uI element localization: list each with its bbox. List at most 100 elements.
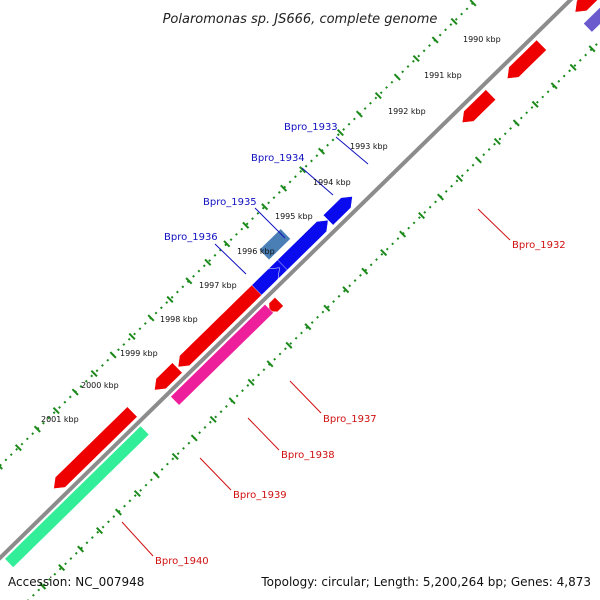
inner-scale-dot <box>262 368 266 372</box>
outer-scale-dot <box>165 301 169 304</box>
outer-scale-dot <box>106 358 110 362</box>
outer-scale-dot <box>428 44 431 47</box>
inner-scale-dot <box>294 336 298 340</box>
inner-scale-tick <box>171 452 179 460</box>
inner-scale-dot <box>203 426 207 429</box>
inner-scale-tick <box>266 360 274 368</box>
inner-scale-dot <box>503 132 507 136</box>
outer-scale-tick <box>147 314 155 322</box>
inner-scale-tick <box>58 564 66 572</box>
inner-scale-dot <box>90 536 94 539</box>
inner-scale-dot <box>219 410 223 414</box>
kbp-scale-labels: 1990 kbp 1991 kbp 1992 kbp 1993 kbp 1994 kbp… <box>41 35 501 424</box>
inner-scale-dot <box>139 488 143 492</box>
inner-scale-dot <box>434 200 437 204</box>
outer-scale-tick <box>317 147 326 155</box>
backbone-line <box>0 0 574 561</box>
inner-scale-dot <box>509 127 512 130</box>
gene-bpro-1937 <box>268 297 284 313</box>
outer-scale-dot <box>25 437 29 441</box>
inner-scale-dot <box>557 79 561 83</box>
outer-scale-tick <box>450 17 458 25</box>
outer-scale-tick <box>336 129 344 137</box>
outer-scale-dot <box>79 385 83 388</box>
inner-scale-dot <box>353 279 357 282</box>
inner-scale-dot <box>112 515 116 518</box>
outer-scale-dot <box>52 411 56 415</box>
outer-scale-dot <box>90 374 94 378</box>
gene-label-bpro-1933: Bpro_1933 <box>284 122 338 133</box>
outer-scale-dot <box>267 201 271 205</box>
kbp-label: 1999 kbp <box>120 349 158 358</box>
gene-bpro-1940 <box>4 425 150 568</box>
gene-label-bpro-1939: Bpro_1939 <box>233 490 287 501</box>
outer-scale-dot <box>299 170 303 173</box>
outer-scale-dot <box>127 337 131 341</box>
kbp-label: 1998 kbp <box>160 315 198 324</box>
inner-scale-tick <box>569 63 577 71</box>
inner-scale-tick <box>436 193 445 201</box>
inner-scale-dot <box>241 389 244 393</box>
inner-scale-tick <box>474 156 482 164</box>
inner-scale-tick <box>323 304 331 312</box>
inner-scale-dot <box>246 384 250 387</box>
inner-scale-dot <box>337 294 341 298</box>
inner-scale-dot <box>342 289 346 293</box>
inner-scale-dot <box>380 252 384 256</box>
inner-scale-tick <box>380 249 388 257</box>
outer-scale-dot <box>310 159 313 163</box>
outer-scale-dot <box>283 185 287 189</box>
outer-scale-dot <box>9 453 13 457</box>
outer-scale-dot <box>197 269 201 273</box>
inner-scale-tick <box>455 174 463 183</box>
gene-label-bpro-1940: Bpro_1940 <box>155 556 209 567</box>
outer-scale-dot <box>304 164 308 168</box>
outer-scale-dot <box>176 290 179 294</box>
inner-scale-dot <box>396 237 400 241</box>
inner-scale-dot <box>171 457 175 461</box>
gene-label-bpro-1932: Bpro_1932 <box>512 240 566 251</box>
kbp-label: 1994 kbp <box>313 178 351 187</box>
inner-scale-dot <box>31 593 35 597</box>
outer-scale-dot <box>240 227 244 231</box>
outer-scale-tick <box>128 332 136 341</box>
outer-scale-tick <box>261 203 269 211</box>
inner-scale-dot <box>466 169 470 172</box>
leader-line <box>477 208 511 241</box>
inner-scale-dot <box>546 90 550 94</box>
outer-scale-dot <box>251 217 254 221</box>
inner-scale-tick <box>133 489 141 498</box>
inner-scale-dot <box>310 321 314 324</box>
gene-bpro-1939 <box>53 406 138 489</box>
inner-scale-tick <box>285 341 293 349</box>
kbp-label: 1996 kbp <box>237 247 275 256</box>
inner-scale-dot <box>450 184 454 188</box>
inner-scale-dot <box>251 378 255 382</box>
inner-scale-tick <box>550 82 558 90</box>
outer-scale-dot <box>122 343 126 346</box>
outer-scale-tick <box>469 0 477 7</box>
leader-line <box>247 417 280 451</box>
inner-scale-dot <box>525 111 529 115</box>
outer-scale-dot <box>63 400 67 404</box>
inner-scale-dot <box>48 578 51 581</box>
outer-scale-dot <box>293 175 297 179</box>
inner-scale-dot <box>58 567 62 571</box>
kbp-label: 2001 kbp <box>41 415 79 424</box>
leader-line <box>199 457 232 491</box>
gene-label-bpro-1936: Bpro_1936 <box>164 232 218 243</box>
outer-scale-tick <box>223 240 231 248</box>
inner-scale-tick <box>418 211 426 220</box>
accession-text: Accession: NC_007948 <box>8 575 144 589</box>
outer-scale-tick <box>52 407 60 415</box>
outer-scale-tick <box>109 351 117 359</box>
inner-scale-tick <box>247 378 255 386</box>
outer-scale-dot <box>95 369 99 373</box>
kbp-label: 1995 kbp <box>275 212 313 221</box>
outer-scale-dot <box>133 332 136 336</box>
gene-labels: Bpro_1933 Bpro_1934 Bpro_1935 Bpro_1936 Bpro… <box>155 122 566 567</box>
outer-scale-tick <box>374 92 382 100</box>
outer-scale-tick <box>90 369 98 378</box>
gene-bpro-1929b <box>583 7 600 33</box>
